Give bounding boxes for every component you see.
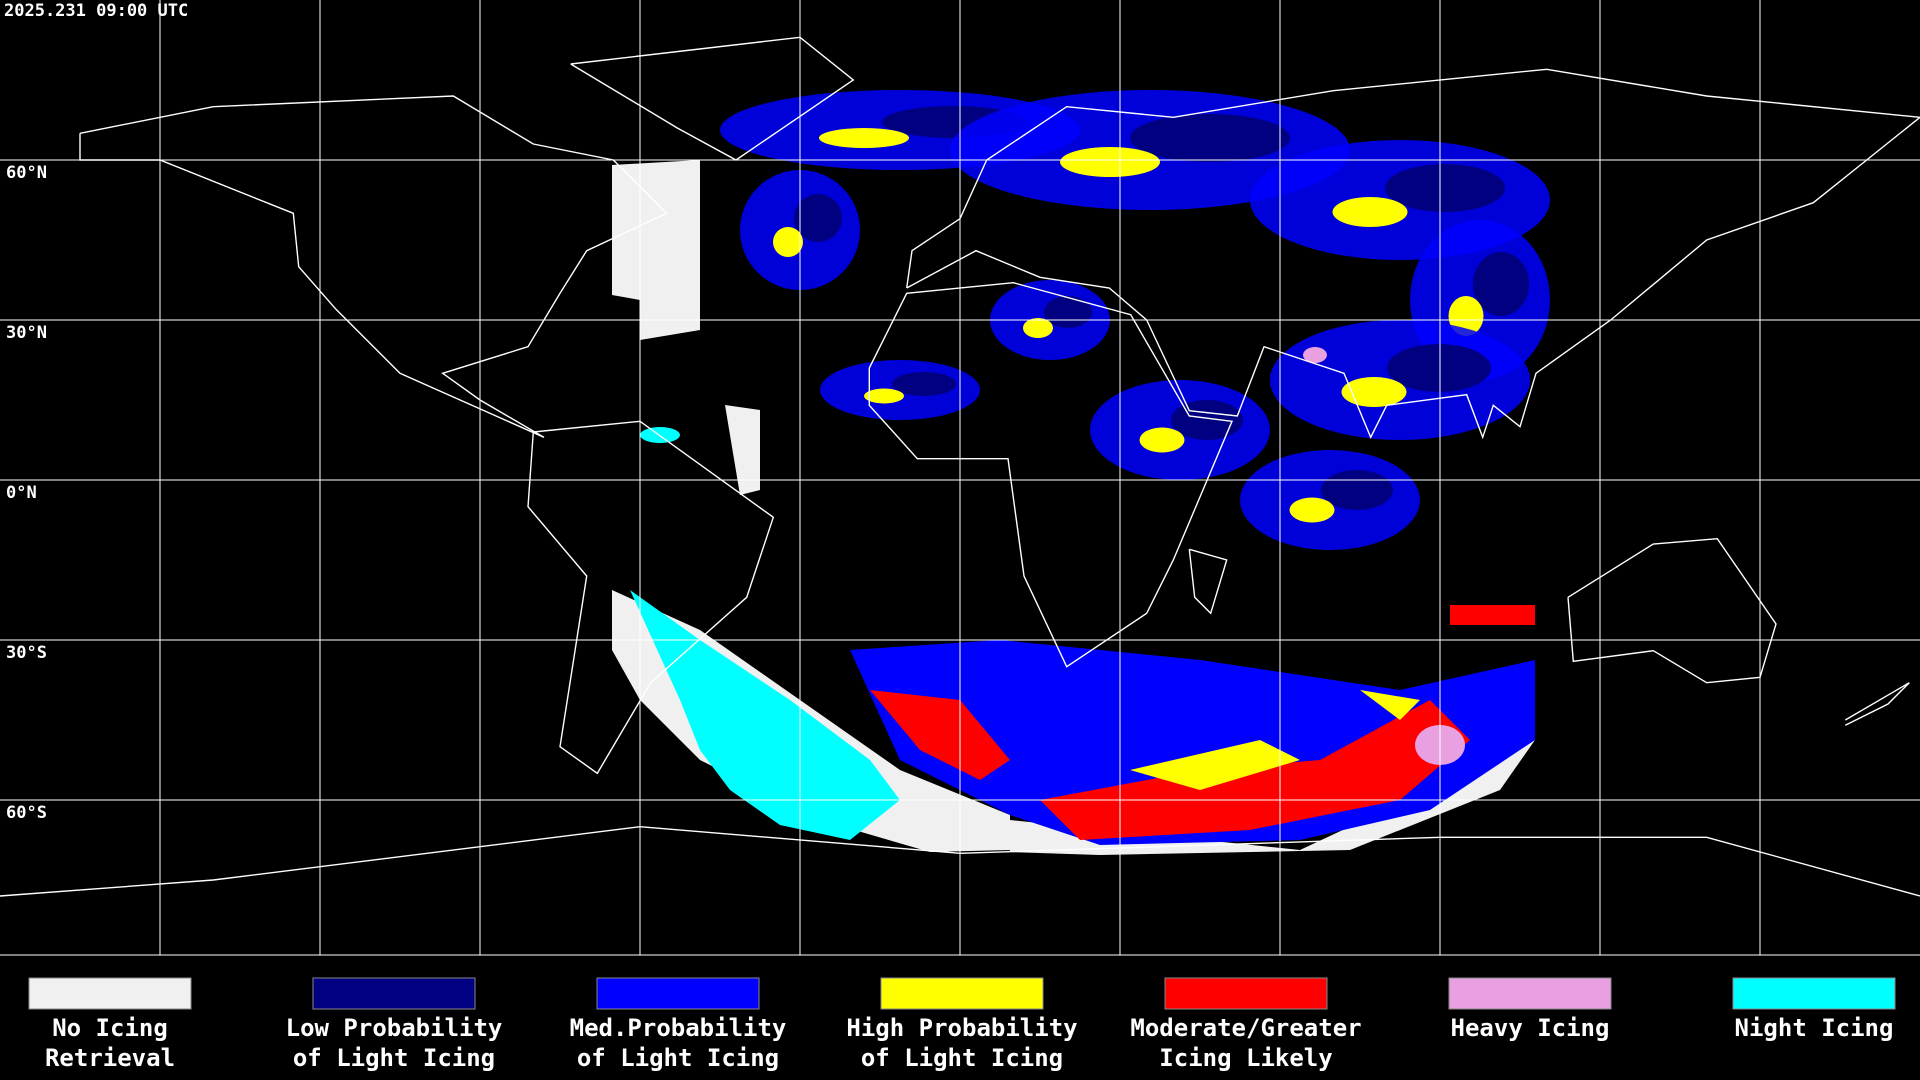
low-icing-area xyxy=(1130,114,1290,162)
high-icing-area xyxy=(864,388,904,404)
latitude-label: 60°N xyxy=(6,163,47,183)
moderate-icing xyxy=(1450,605,1535,625)
coastline xyxy=(79,95,668,438)
high-icing-area xyxy=(1060,147,1160,177)
legend-label: of Light Icing xyxy=(293,1044,495,1072)
legend-label: Heavy Icing xyxy=(1451,1014,1610,1042)
legend-label: of Light Icing xyxy=(861,1044,1063,1072)
legend-label: Med.Probability xyxy=(570,1014,787,1042)
low-icing-area xyxy=(1321,470,1393,510)
coastline xyxy=(906,68,1920,440)
night-area xyxy=(630,590,900,840)
high-icing-area xyxy=(1023,318,1053,338)
low-icing-area xyxy=(1171,400,1243,440)
legend-swatch xyxy=(1164,977,1328,1010)
legend-label: of Light Icing xyxy=(577,1044,779,1072)
coastline xyxy=(1188,548,1228,615)
icing-fields xyxy=(612,90,1550,855)
low-icing-area xyxy=(794,194,842,242)
legend-swatch xyxy=(880,977,1044,1010)
legend-label: Icing Likely xyxy=(1159,1044,1332,1072)
low-icing-area xyxy=(1044,296,1092,328)
high-icing-area xyxy=(819,128,909,148)
high-icing-area xyxy=(1341,377,1407,407)
coastline xyxy=(570,36,855,161)
legend-label: Low Probability xyxy=(286,1014,503,1042)
moderate-icing xyxy=(870,690,1470,840)
coastline xyxy=(527,420,775,775)
latitude-label: 0°N xyxy=(6,483,37,503)
latitude-label: 60°S xyxy=(6,803,47,823)
timestamp: 2025.231 09:00 UTC xyxy=(4,1,188,21)
legend-label: High Probability xyxy=(846,1014,1077,1042)
legend-swatch xyxy=(1732,977,1896,1010)
legend-label: No Icing xyxy=(52,1014,168,1042)
low-icing-area xyxy=(1387,344,1491,392)
graticule: 60°N 30°N 0°N 30°S 60°S xyxy=(0,0,1920,956)
legend-swatch xyxy=(1448,977,1612,1010)
legend-label: Retrieval xyxy=(45,1044,175,1072)
coastline xyxy=(1844,682,1910,726)
legend-swatch xyxy=(596,977,760,1010)
high-icing-area xyxy=(773,227,803,257)
low-icing-area xyxy=(892,372,956,396)
legend-swatch xyxy=(28,977,192,1010)
coastline xyxy=(868,281,1234,668)
heavy-icing xyxy=(1303,347,1327,363)
latitude-label: 30°S xyxy=(6,643,47,663)
high-icing-area xyxy=(1332,197,1408,227)
legend-label: Night Icing xyxy=(1735,1014,1894,1042)
legend-swatch xyxy=(312,977,476,1010)
high-icing xyxy=(1130,690,1420,790)
low-icing-area xyxy=(1473,252,1529,316)
latitude-label: 30°N xyxy=(6,323,47,343)
high-icing-area xyxy=(1448,296,1484,336)
low-icing-area xyxy=(1385,164,1505,212)
high-icing-area xyxy=(1289,497,1335,523)
legend-label: Moderate/Greater xyxy=(1130,1014,1361,1042)
high-icing-area xyxy=(1139,427,1185,453)
